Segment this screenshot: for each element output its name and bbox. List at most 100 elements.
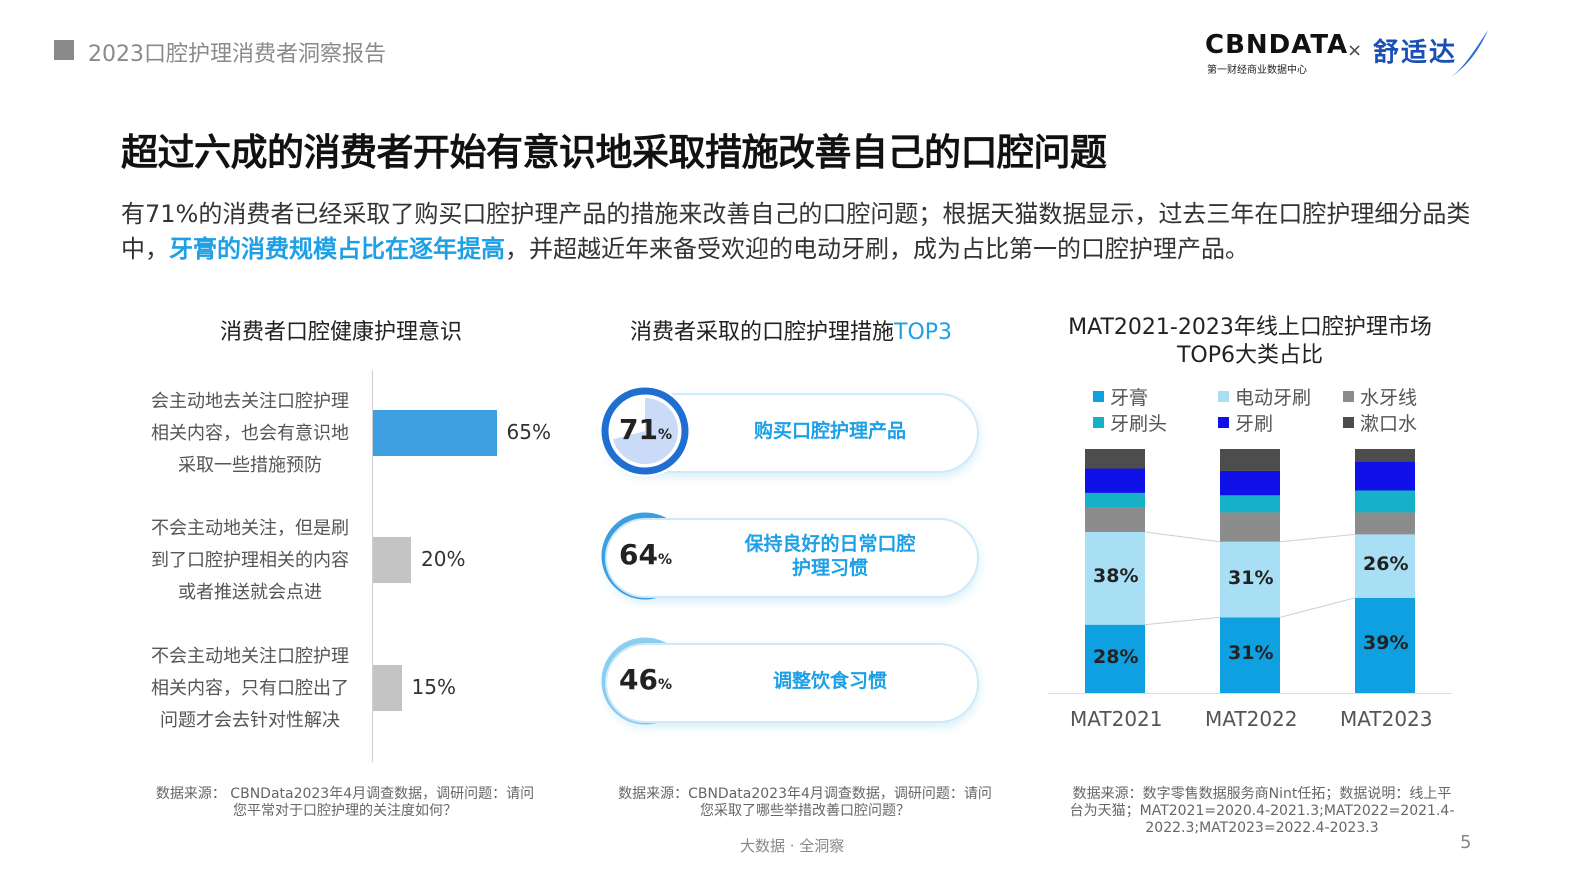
chart3-connector-line — [1279, 533, 1356, 543]
chart3-segment-label: 39% — [1363, 632, 1409, 655]
chart3-legend-item: 漱口水 — [1343, 409, 1417, 436]
chart1-category-label-line: 到了口腔护理相关的内容 — [151, 550, 349, 571]
chart2-ring-unit: % — [657, 677, 672, 693]
chart2-measure-label-line: 保持良好的日常口腔 — [744, 533, 916, 555]
chart3-source-line: 数据来源：数字零售数据服务商Nint任拓；数据说明：线上平 — [1072, 786, 1452, 802]
chart2-measure-label-line: 调整饮食习惯 — [772, 670, 887, 692]
chart3-legend-item: 牙刷 — [1218, 409, 1273, 436]
chart1-title: 消费者口腔健康护理意识 — [220, 320, 463, 345]
chart2-ring-number: 46 — [619, 663, 658, 696]
chart3-legend-label: 水牙线 — [1360, 387, 1418, 409]
chart1-category-label-line: 问题才会去针对性解决 — [160, 710, 340, 731]
chart2-ring-number: 64 — [619, 538, 658, 571]
chart3-legend-swatch — [1343, 391, 1354, 402]
chart2-ring-value: 46% — [619, 663, 672, 696]
chart2-measure-label: 购买口腔护理产品 — [705, 419, 955, 443]
chart3-segment — [1355, 534, 1415, 598]
chart3-segment-label: 31% — [1228, 566, 1274, 589]
chart3-segment — [1085, 531, 1145, 625]
chart3-segment — [1220, 541, 1280, 618]
chart2-ring-number: 71 — [619, 413, 658, 446]
chart1-source-line: 数据来源： CBNData2023年4月调查数据，调研问题：请问 — [155, 786, 535, 802]
chart3-legend-label: 漱口水 — [1360, 413, 1418, 435]
chart3-legend-item: 水牙线 — [1343, 383, 1417, 410]
logo-separator: × — [1347, 40, 1363, 61]
chart3-source: 数据来源：数字零售数据服务商Nint任拓；数据说明：线上平 台为天猫；MAT20… — [1052, 786, 1472, 837]
cbndata-logo-subtitle: 第一财经商业数据中心 — [1207, 65, 1307, 76]
cbndata-logo: CBNDATA — [1205, 30, 1349, 60]
chart1-source-line: 您平常对于口腔护理的关注度如何？ — [233, 803, 457, 819]
chart3-segment-label: 31% — [1228, 642, 1274, 665]
chart3-legend-label: 电动牙刷 — [1235, 387, 1312, 409]
chart3-x-tick: MAT2023 — [1340, 707, 1433, 731]
chart1-category-label: 会主动地去关注口腔护理 相关内容，也会有意识地 采取一些措施预防 — [135, 386, 365, 482]
chart2-ring-unit: % — [657, 552, 672, 568]
chart2-ring-value: 64% — [619, 538, 672, 571]
chart2-title-accent: TOP3 — [894, 320, 953, 345]
chart3-segment — [1220, 449, 1280, 471]
chart3-legend-item: 电动牙刷 — [1218, 383, 1311, 410]
footer-slogan: 大数据 · 全洞察 — [740, 837, 845, 855]
chart2-title-main: 消费者采取的口腔护理措施 — [630, 320, 895, 345]
chart2-ring-unit: % — [657, 427, 672, 443]
intro-highlight: 牙膏的消费规模占比在逐年提高 — [169, 235, 505, 263]
report-title: 2023口腔护理消费者洞察报告 — [88, 42, 386, 67]
chart3-segment — [1220, 495, 1280, 513]
chart2-source-line: 数据来源：CBNData2023年4月调查数据，调研问题：请问 — [618, 786, 992, 802]
chart1-axis-line — [372, 370, 373, 762]
chart3-x-tick: MAT2022 — [1205, 707, 1298, 731]
chart1-category-label: 不会主动地关注，但是刷 到了口腔护理相关的内容 或者推送就会点进 — [135, 513, 365, 609]
chart3-segment — [1085, 507, 1145, 532]
chart3-segment — [1355, 512, 1415, 535]
chart3-legend-swatch — [1218, 391, 1229, 402]
chart3-legend-label: 牙刷 — [1235, 413, 1274, 435]
chart3-title: MAT2021-2023年线上口腔护理市场 TOP6大类占比 — [1050, 314, 1450, 370]
chart2-measure-label: 保持良好的日常口腔 护理习惯 — [705, 532, 955, 580]
chart3-segment — [1355, 449, 1415, 462]
chart1-category-label-line: 或者推送就会点进 — [178, 582, 322, 603]
chart3-segment-label: 26% — [1363, 553, 1409, 576]
intro-text-1: 有71%的消费者已经采取了购买口腔护理产品的措施来改善自己的口腔问题；根据天猫数… — [121, 200, 1471, 263]
header-square-icon — [54, 40, 74, 60]
chart1-value-label: 20% — [421, 547, 466, 571]
chart1-value-label: 65% — [506, 420, 551, 444]
chart3-connector-line — [1144, 531, 1221, 543]
chart3-title-line: MAT2021-2023年线上口腔护理市场 — [1068, 315, 1432, 340]
chart2-source-line: 您采取了哪些举措改善口腔问题？ — [700, 803, 910, 819]
chart3-segment — [1085, 624, 1145, 693]
chart3-segment — [1220, 617, 1280, 693]
chart2-measure-label: 调整饮食习惯 — [705, 669, 955, 693]
chart3-segment-label: 38% — [1093, 565, 1139, 588]
chart3-segment — [1355, 597, 1415, 693]
chart3-connector-line — [1144, 616, 1221, 626]
chart2-measure-pill — [605, 518, 979, 598]
chart3-segment — [1085, 468, 1145, 493]
chart3-legend-swatch — [1093, 417, 1104, 428]
chart3-segment — [1355, 461, 1415, 491]
chart1-category-label-line: 相关内容，只有口腔出了 — [151, 678, 349, 699]
chart1-category-label-line: 会主动地去关注口腔护理 — [151, 391, 349, 412]
chart3-segment — [1220, 470, 1280, 496]
page-number: 5 — [1460, 832, 1472, 853]
chart3-legend-label: 牙刷头 — [1110, 413, 1168, 435]
chart3-segment-label: 28% — [1093, 645, 1139, 668]
chart1-source: 数据来源： CBNData2023年4月调查数据，调研问题：请问 您平常对于口腔… — [140, 786, 550, 820]
chart3-segment — [1355, 490, 1415, 513]
chart2-measure-label-line: 护理习惯 — [791, 557, 868, 579]
chart3-connector-line — [1279, 597, 1356, 618]
sensodyne-logo: 舒适达 — [1373, 38, 1458, 68]
chart3-legend-swatch — [1218, 417, 1229, 428]
chart3-legend-item: 牙刷头 — [1093, 409, 1167, 436]
intro-text-2: ，并超越近年来备受欢迎的电动牙刷，成为占比第一的口腔护理产品。 — [505, 235, 1249, 263]
chart1-bar — [373, 537, 411, 583]
chart2-ring-value: 71% — [619, 413, 672, 446]
chart2-title: 消费者采取的口腔护理措施TOP3 — [630, 314, 952, 346]
chart3-x-tick: MAT2021 — [1070, 707, 1163, 731]
chart1-category-label-line: 采取一些措施预防 — [178, 455, 322, 476]
chart3-segment — [1085, 492, 1145, 508]
chart1-category-label-line: 不会主动地关注，但是刷 — [151, 518, 349, 539]
chart3-title-line: TOP6大类占比 — [1176, 343, 1324, 368]
chart1-bar — [373, 410, 497, 456]
chart2-source: 数据来源：CBNData2023年4月调查数据，调研问题：请问 您采取了哪些举措… — [600, 786, 1010, 820]
